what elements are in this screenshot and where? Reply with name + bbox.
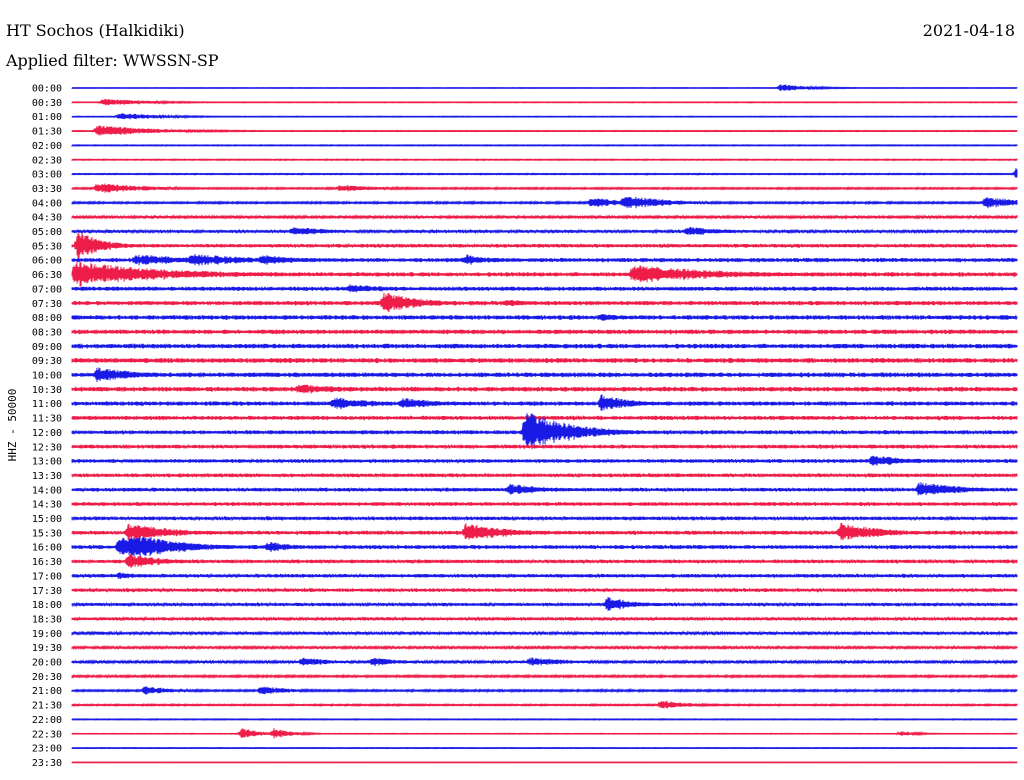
row-time-label: 16:30 [32, 557, 62, 568]
row-time-label: 03:30 [32, 184, 62, 195]
trace-row-0900 [71, 343, 1018, 349]
row-time-label: 08:00 [32, 313, 62, 324]
row-time-label: 10:00 [32, 371, 62, 382]
row-time-label: 02:30 [32, 155, 62, 166]
row-time-label: 16:00 [32, 543, 62, 554]
trace-row-0300 [71, 168, 1018, 179]
row-time-label: 07:00 [32, 284, 62, 295]
row-time-label: 19:00 [32, 629, 62, 640]
row-time-label: 14:00 [32, 485, 62, 496]
row-time-label: 12:30 [32, 442, 62, 453]
row-time-label: 10:30 [32, 385, 62, 396]
date-label: 2021-04-18 [923, 21, 1015, 40]
row-time-label: 01:00 [32, 112, 62, 123]
filter-label: Applied filter: WWSSN-SP [5, 51, 219, 70]
trace-row-0730 [71, 292, 1018, 313]
row-time-label: 18:00 [32, 600, 62, 611]
y-axis-label: HHZ - 50000 [6, 389, 19, 462]
row-time-label: 22:30 [32, 729, 62, 740]
row-time-label: 04:30 [32, 213, 62, 224]
row-time-label: 13:30 [32, 471, 62, 482]
row-time-label: 06:00 [32, 256, 62, 267]
row-time-label: 05:30 [32, 241, 62, 252]
row-time-label: 11:00 [32, 399, 62, 410]
row-time-label: 17:30 [32, 586, 62, 597]
traces-group [71, 84, 1018, 764]
row-time-label: 23:30 [32, 758, 62, 769]
row-time-label: 11:30 [32, 414, 62, 425]
row-time-label: 09:00 [32, 342, 62, 353]
row-time-label: 02:00 [32, 141, 62, 152]
row-time-label: 05:00 [32, 227, 62, 238]
trace-row-1530 [71, 522, 1018, 541]
tick-labels-group: 00:00 00:30 01:00 01:30 02:00 02:30 03:00 03:30… [32, 84, 62, 769]
row-time-label: 20:30 [32, 672, 62, 683]
row-time-label: 09:30 [32, 356, 62, 367]
row-time-label: 13:00 [32, 457, 62, 468]
row-time-label: 14:30 [32, 500, 62, 511]
row-time-label: 20:00 [32, 658, 62, 669]
trace-row-1400 [71, 482, 1018, 496]
row-time-label: 23:00 [32, 744, 62, 755]
row-time-label: 18:30 [32, 614, 62, 625]
row-time-label: 15:30 [32, 528, 62, 539]
row-time-label: 06:30 [32, 270, 62, 281]
row-time-label: 21:30 [32, 701, 62, 712]
trace-row-1100 [71, 394, 1018, 411]
row-time-label: 12:00 [32, 428, 62, 439]
row-time-label: 03:00 [32, 170, 62, 181]
row-time-label: 00:00 [32, 84, 62, 95]
row-time-label: 21:00 [32, 686, 62, 697]
row-time-label: 01:30 [32, 127, 62, 138]
row-time-label: 04:00 [32, 198, 62, 209]
row-time-label: 00:30 [32, 98, 62, 109]
row-time-label: 22:00 [32, 715, 62, 726]
row-time-label: 19:30 [32, 643, 62, 654]
row-time-label: 17:00 [32, 571, 62, 582]
row-time-label: 08:30 [32, 327, 62, 338]
row-time-label: 15:00 [32, 514, 62, 525]
row-time-label: 07:30 [32, 299, 62, 310]
station-title: HT Sochos (Halkidiki) [6, 21, 185, 40]
